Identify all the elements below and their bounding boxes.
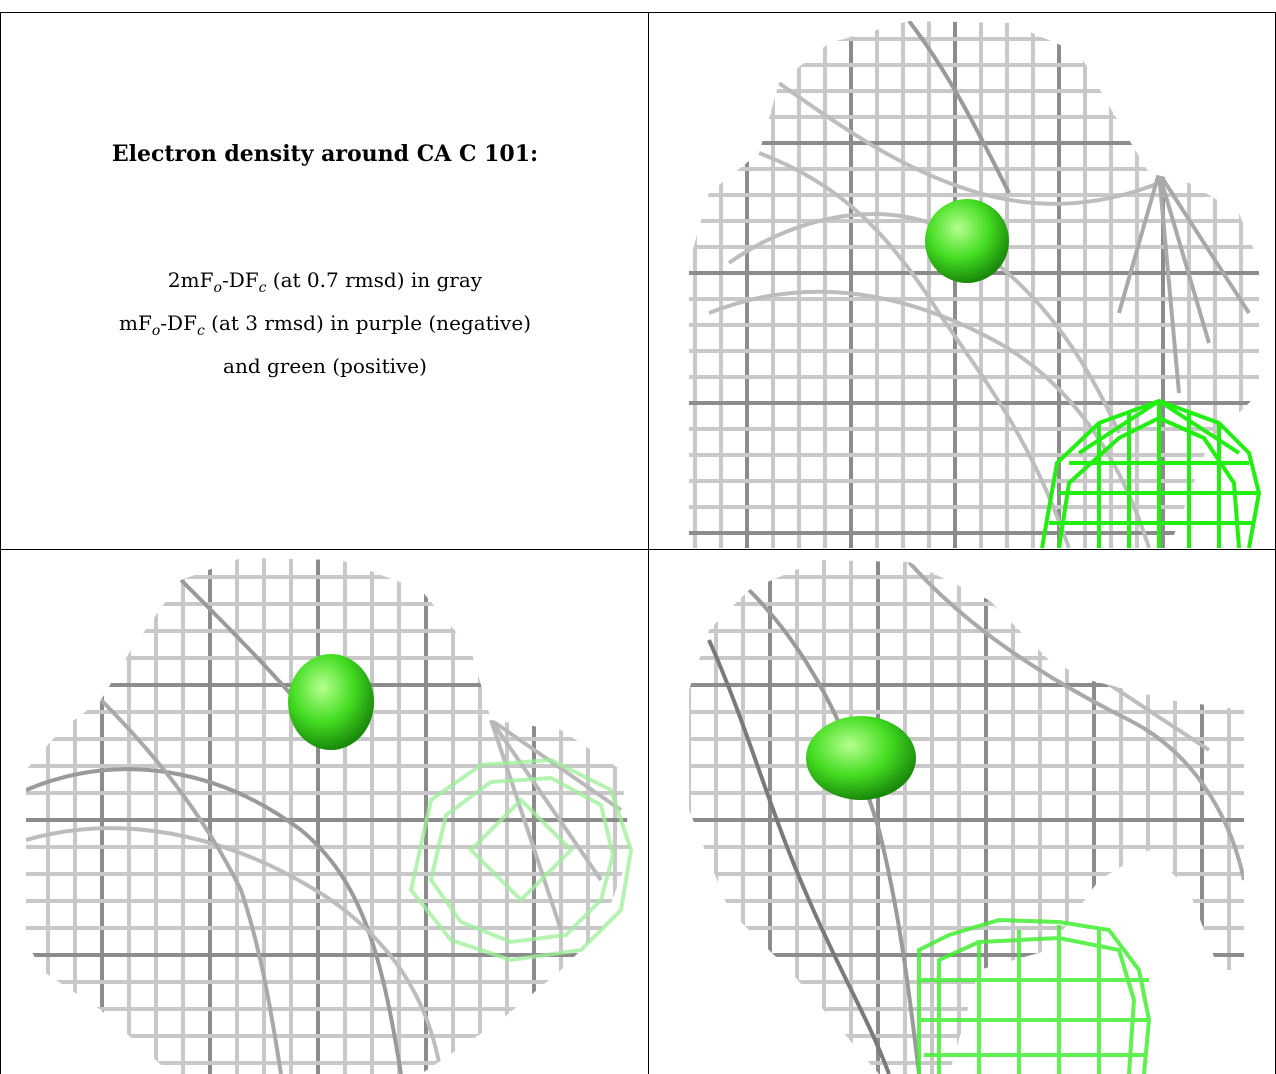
atom-sphere [288, 654, 374, 750]
mesh-render-bottom-left [26, 558, 634, 1074]
mesh-render-top-right [689, 21, 1262, 549]
atom-sphere [806, 716, 916, 800]
legend-line-2: mFo-DFc (at 3 rmsd) in purple (negative) [119, 311, 531, 339]
gray-mesh [26, 558, 631, 1074]
caption-cell: Electron density around CA C 101: 2mFo-D… [1, 13, 648, 549]
green-mesh [408, 757, 634, 963]
legend-line-1: 2mFo-DFc (at 0.7 rmsd) in gray [167, 268, 483, 296]
border-left [0, 12, 1, 1074]
border-middle [648, 12, 649, 1074]
gray-mesh [689, 560, 1244, 1074]
border-row-divider [0, 549, 1276, 550]
caption-legend: 2mFo-DFc (at 0.7 rmsd) in gray mFo-DFc (… [1, 263, 648, 384]
atom-sphere [925, 199, 1009, 283]
view-bottom-right [649, 550, 1275, 1074]
mesh-render-bottom-right [689, 560, 1244, 1074]
green-mesh [1040, 398, 1262, 549]
legend-line-3: and green (positive) [223, 354, 427, 378]
view-bottom-left [1, 550, 648, 1074]
green-mesh [917, 917, 1152, 1074]
view-top-right [649, 13, 1275, 549]
caption-title: Electron density around CA C 101: [111, 141, 539, 167]
border-top [0, 12, 1276, 13]
